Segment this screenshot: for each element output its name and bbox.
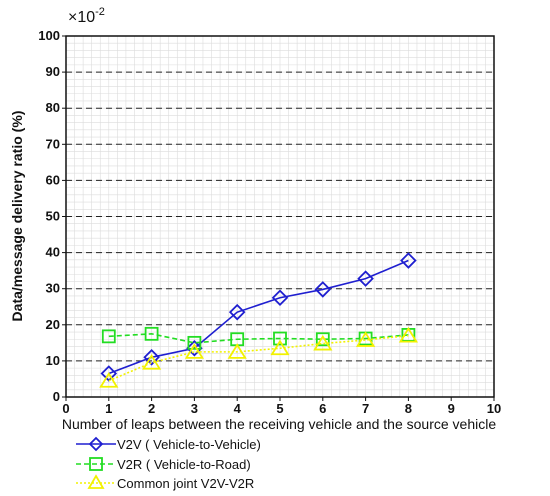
- x-tick-label: 0: [62, 401, 69, 416]
- x-axis-ticks: 0 1 2 3 4 5 6 7 8 9 10: [62, 397, 501, 416]
- x-tick-label: 9: [448, 401, 455, 416]
- data-point-square: [273, 331, 287, 346]
- data-point-square: [101, 329, 116, 344]
- data-point-diamond: [400, 252, 417, 269]
- data-point-diamond: [228, 303, 246, 321]
- y-tick-label: 60: [46, 172, 60, 187]
- series-line: [108, 334, 409, 382]
- y-tick-label: 20: [46, 317, 60, 332]
- data-point-triangle: [99, 372, 119, 388]
- x-tick-label: 7: [362, 401, 369, 416]
- y-tick-label: 0: [53, 389, 60, 404]
- x-tick-label: 1: [105, 401, 112, 416]
- data-point-square: [187, 335, 202, 350]
- y-tick-label: 50: [46, 209, 60, 224]
- data-point-diamond: [314, 281, 332, 298]
- data-point-triangle: [355, 331, 376, 347]
- data-point-triangle: [227, 343, 247, 359]
- data-point-triangle: [141, 353, 162, 370]
- x-tick-label: 10: [487, 401, 501, 416]
- legend-entry-v2v: V2V ( Vehicle-to-Vehicle): [76, 436, 261, 452]
- y-tick-label: 80: [46, 100, 60, 115]
- y-tick-label: 90: [46, 64, 60, 79]
- axis-multiplier: ×10-2: [68, 6, 105, 26]
- data-point-square: [144, 326, 159, 341]
- series-layer: [99, 252, 419, 388]
- x-tick-label: 2: [148, 401, 155, 416]
- legend-label-v2v: V2V ( Vehicle-to-Vehicle): [117, 437, 261, 452]
- data-point-triangle: [270, 339, 290, 356]
- data-point-diamond: [271, 289, 289, 306]
- x-tick-label: 3: [191, 401, 198, 416]
- y-tick-label: 100: [38, 28, 60, 43]
- x-tick-label: 5: [276, 401, 283, 416]
- y-tick-label: 70: [46, 136, 60, 151]
- y-axis-label: Data/message delivery ratio (%): [9, 111, 25, 322]
- y-tick-label: 30: [46, 281, 60, 296]
- series-line: [108, 333, 409, 344]
- data-point-square: [315, 332, 330, 347]
- series-3: [99, 326, 419, 388]
- data-point-triangle: [398, 326, 419, 343]
- legend-marker-diamond: [88, 436, 104, 452]
- x-tick-label: 4: [234, 401, 242, 416]
- data-point-triangle: [313, 334, 333, 351]
- series-2: [101, 326, 416, 350]
- y-axis-ticks: 0 10 20 30 40 50 60 70 80 90 100: [38, 28, 66, 404]
- axis-multiplier-exponent: -2: [95, 6, 105, 18]
- data-point-diamond: [186, 339, 203, 357]
- legend-marker-triangle: [87, 474, 105, 489]
- legend-entry-v2r: V2R ( Vehicle-to-Road): [76, 457, 251, 472]
- legend: V2V ( Vehicle-to-Vehicle) V2R ( Vehicle-…: [76, 436, 261, 491]
- data-point-diamond: [143, 349, 160, 366]
- data-point-diamond: [357, 270, 374, 287]
- y-tick-label: 40: [46, 245, 60, 260]
- data-point-triangle: [184, 343, 205, 359]
- x-tick-label: 6: [319, 401, 326, 416]
- y-tick-label: 10: [46, 353, 60, 368]
- legend-label-common: Common joint V2V-V2R: [117, 476, 254, 491]
- x-axis-label: Number of leaps between the receiving ve…: [62, 416, 496, 432]
- legend-entry-common: Common joint V2V-V2R: [76, 474, 254, 491]
- legend-marker-square: [89, 457, 103, 471]
- series-line: [108, 259, 409, 375]
- x-tick-label: 8: [405, 401, 412, 416]
- legend-label-v2r: V2R ( Vehicle-to-Road): [117, 457, 251, 472]
